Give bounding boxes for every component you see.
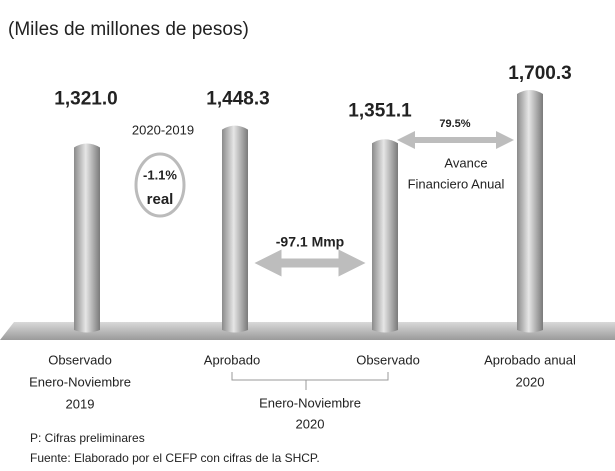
- x-tick-label: Enero-Noviembre: [29, 374, 131, 389]
- value-label: 1,448.3: [206, 89, 269, 110]
- x-tick-label: Observado: [356, 352, 420, 367]
- x-tick-label: 2020: [516, 374, 545, 389]
- bar: [74, 143, 100, 333]
- bar: [372, 139, 398, 333]
- value-label: 1,351.1: [348, 100, 412, 121]
- x-tick-label: Aprobado: [204, 352, 260, 367]
- difference: -97.1 Mmp: [276, 234, 344, 250]
- x-tick-label: Observado: [48, 352, 112, 367]
- progress: 79.5%: [439, 118, 470, 130]
- change-note: real: [147, 191, 174, 208]
- progress-note: Financiero Anual: [408, 176, 505, 191]
- x-tick-label: 2019: [66, 396, 95, 411]
- progress-note: Avance: [444, 155, 487, 170]
- group-label: 2020: [296, 416, 325, 431]
- group-bracket: [231, 372, 389, 381]
- value-label: 1,321.0: [54, 89, 117, 110]
- bar: [517, 90, 543, 333]
- change-bubble: [134, 152, 186, 218]
- change-period: 2020-2019: [132, 122, 194, 137]
- group-label: Enero-Noviembre: [259, 395, 361, 410]
- floor: [0, 322, 615, 340]
- change-pct: -1.1%: [143, 167, 177, 182]
- note: P: Cifras preliminares: [30, 431, 145, 445]
- x-tick-label: Aprobado anual: [484, 352, 576, 367]
- chart-title: (Miles de millones de pesos): [8, 19, 249, 40]
- value-label: 1,700.3: [508, 63, 571, 84]
- note: Fuente: Elaborado por el CEFP con cifras…: [30, 451, 320, 465]
- bar: [222, 125, 248, 333]
